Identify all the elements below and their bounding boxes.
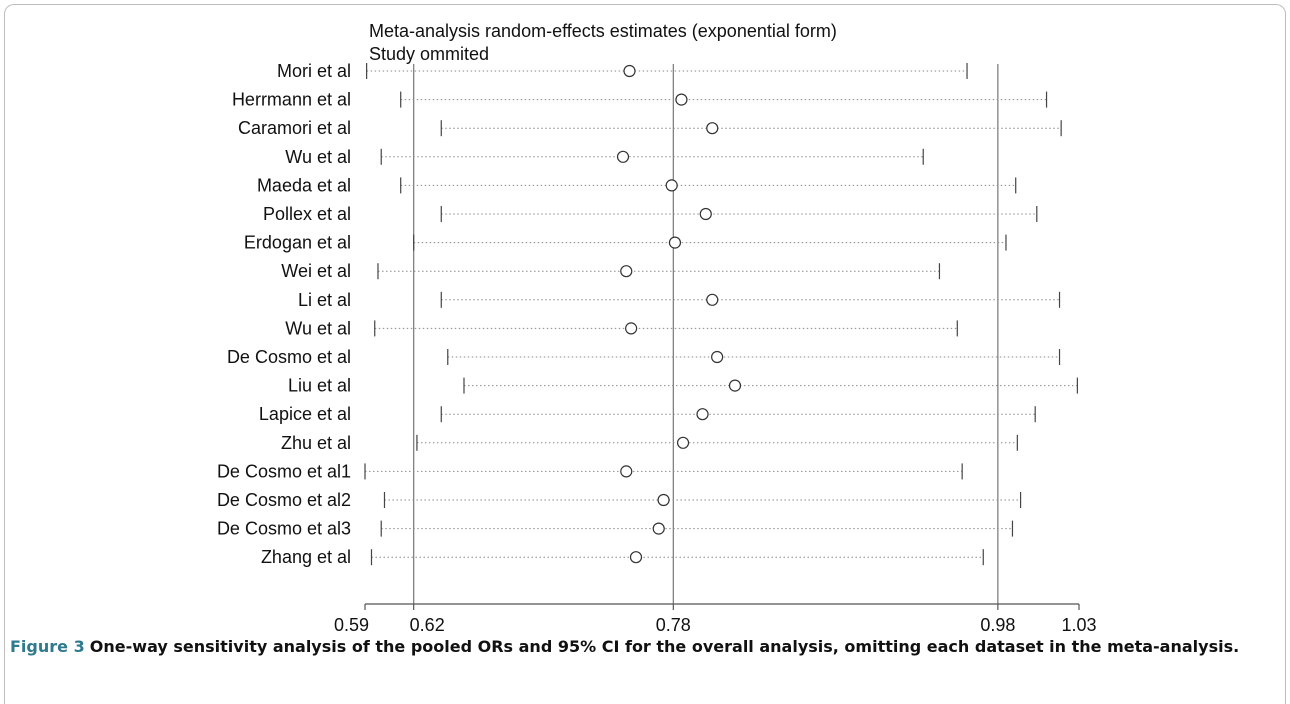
study-label: Lapice et al — [259, 404, 351, 424]
point-estimate — [629, 551, 643, 564]
point-estimate — [706, 122, 719, 135]
point-estimate — [616, 150, 630, 163]
study-label: Zhu et al — [281, 433, 351, 453]
study-label: Li et al — [298, 290, 351, 310]
study-label: Zhang et al — [261, 547, 351, 567]
point-estimate — [657, 493, 670, 507]
point-estimate — [676, 436, 690, 449]
study-label: De Cosmo et al1 — [217, 461, 351, 481]
x-tick-label: 1.03 — [1061, 615, 1096, 635]
point-estimate — [665, 179, 678, 192]
point-estimate — [620, 265, 633, 278]
study-label: Caramori et al — [238, 118, 351, 138]
study-label: Maeda et al — [257, 175, 351, 195]
chart-title: Meta-analysis random-effects estimates (… — [369, 21, 837, 41]
study-label: Liu et al — [288, 376, 351, 396]
study-label: Pollex et al — [263, 204, 351, 224]
figure-caption: Figure 3 One-way sensitivity analysis of… — [10, 636, 1270, 658]
study-label: De Cosmo et al — [227, 347, 351, 367]
x-tick-label: 0.59 — [334, 615, 369, 635]
point-estimate — [675, 93, 688, 106]
x-tick-label: 0.78 — [656, 615, 691, 635]
point-estimate — [728, 379, 742, 392]
forest-plot: Mori et al Herrmann et al Caramori et al Wu… — [217, 61, 1097, 635]
chart-titles: Meta-analysis random-effects estimates (… — [369, 20, 837, 66]
point-estimate — [652, 522, 665, 535]
point-estimate — [711, 350, 724, 364]
point-estimate — [623, 64, 636, 78]
study-label: Mori et al — [277, 61, 351, 81]
point-estimate — [699, 207, 712, 221]
point-estimates — [616, 64, 742, 564]
caption-text: One-way sensitivity analysis of the pool… — [89, 637, 1240, 656]
caption-label: Figure 3 — [10, 637, 85, 656]
x-axis: 0.59 0.62 0.78 0.98 1.03 — [334, 603, 1097, 635]
point-estimate — [625, 322, 638, 335]
point-estimate — [620, 465, 633, 478]
reference-lines — [413, 64, 999, 604]
study-label: De Cosmo et al3 — [217, 519, 351, 539]
point-estimate — [706, 293, 719, 306]
interval-caps — [364, 63, 1078, 566]
point-estimate — [696, 408, 709, 421]
point-estimate — [668, 236, 682, 249]
study-label: De Cosmo et al2 — [217, 490, 351, 510]
study-label: Wei et al — [281, 261, 351, 281]
chart-subtitle: Study ommited — [369, 44, 490, 64]
x-tick-label: 0.98 — [980, 615, 1015, 635]
x-tick-label: 0.62 — [410, 615, 445, 635]
study-label: Wu et al — [285, 147, 351, 167]
study-label: Wu et al — [285, 318, 351, 338]
study-label: Herrmann et al — [232, 90, 351, 110]
study-labels: Mori et al Herrmann et al Caramori et al Wu… — [217, 61, 351, 567]
confidence-intervals — [365, 70, 1078, 558]
figure-frame — [4, 4, 1286, 704]
study-label: Erdogan et al — [244, 233, 351, 253]
